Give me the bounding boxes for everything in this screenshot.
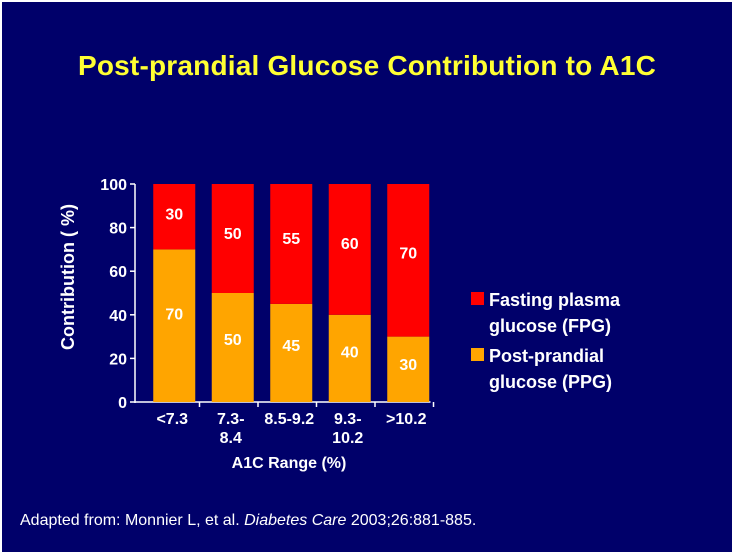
bar-fpg (270, 184, 313, 304)
chart-title: Post-prandial Glucose Contribution to A1… (77, 50, 657, 81)
data-label-fpg: 70 (399, 246, 417, 263)
bar-ppg (211, 293, 254, 402)
y-tick-label: 0 (118, 395, 127, 412)
citation: Adapted from: Monnier L, et al. Diabetes… (20, 512, 476, 530)
x-tick-label: 10.2 (332, 430, 363, 447)
data-label-ppg: 40 (341, 344, 359, 361)
x-tick-label: 8.5-9.2 (264, 411, 314, 428)
x-axis-label: A1C Range (%) (232, 455, 347, 472)
x-tick-label: >10.2 (386, 411, 427, 428)
bar-ppg (387, 336, 430, 402)
legend-label: Post-prandial (489, 346, 604, 366)
legend-swatch (471, 348, 484, 361)
y-tick-label: 60 (109, 264, 127, 281)
data-label-fpg: 30 (165, 206, 183, 223)
x-tick-label: 7.3- (217, 411, 245, 428)
legend-label: glucose (PPG) (489, 372, 612, 392)
bar-ppg (153, 249, 196, 402)
data-label-fpg: 50 (224, 226, 242, 243)
citation-suffix: 2003;26:881-885. (346, 512, 477, 529)
bar-fpg (153, 184, 196, 250)
bar-fpg (211, 184, 254, 293)
bar-ppg (328, 314, 371, 402)
y-axis-label: Contribution ( %) (58, 204, 78, 350)
citation-prefix: Adapted from: Monnier L, et al. (20, 512, 245, 529)
data-label-fpg: 55 (282, 231, 300, 248)
y-tick-label: 100 (100, 177, 127, 194)
bar-fpg (328, 184, 371, 315)
citation-journal: Diabetes Care (244, 512, 347, 529)
data-label-ppg: 50 (224, 332, 242, 349)
y-tick-label: 40 (109, 308, 127, 325)
legend-label: glucose (FPG) (489, 316, 611, 336)
legend-label: Fasting plasma (489, 290, 621, 310)
data-label-ppg: 30 (399, 357, 417, 374)
x-tick-label: <7.3 (156, 411, 188, 428)
legend-swatch (471, 292, 484, 305)
y-tick-label: 80 (109, 221, 127, 238)
data-label-ppg: 45 (282, 338, 300, 355)
bar-ppg (270, 303, 313, 402)
data-label-fpg: 60 (341, 236, 359, 253)
x-tick-label: 9.3- (334, 411, 362, 428)
bar-fpg (387, 184, 430, 337)
data-label-ppg: 70 (165, 306, 183, 323)
x-tick-label: 8.4 (220, 430, 242, 447)
y-tick-label: 20 (109, 351, 127, 368)
